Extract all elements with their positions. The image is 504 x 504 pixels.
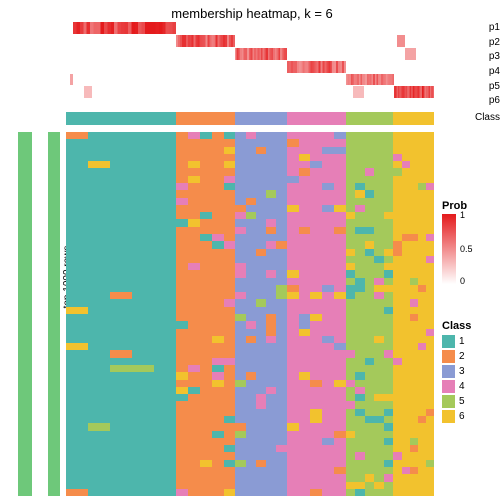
class-swatch-label: 4 <box>459 381 465 392</box>
class-legend-item: 3 <box>442 364 498 379</box>
heatmap-column <box>235 132 287 496</box>
prob-row-label: p1 <box>489 22 500 33</box>
prob-row-label: p5 <box>489 81 500 92</box>
prob-row <box>66 22 434 35</box>
class-strip-segment <box>287 112 346 125</box>
class-swatch-label: 2 <box>459 351 465 362</box>
prob-tick-mid: 0.5 <box>460 244 473 254</box>
prob-row-label: p3 <box>489 51 500 62</box>
prob-legend-title: Prob <box>442 200 498 212</box>
class-swatch <box>442 350 455 363</box>
chart-title: membership heatmap, k = 6 <box>0 6 504 21</box>
class-legend-item: 5 <box>442 394 498 409</box>
class-strip-segment <box>235 112 287 125</box>
heatmap-column <box>393 132 433 496</box>
class-swatch-label: 5 <box>459 396 465 407</box>
class-swatch <box>442 395 455 408</box>
probability-tracks <box>66 22 434 110</box>
class-strip-segment <box>393 112 433 125</box>
class-legend-item: 1 <box>442 334 498 349</box>
class-legend-item: 2 <box>442 349 498 364</box>
class-legend-title: Class <box>442 320 498 332</box>
class-strip-label: Class <box>475 112 500 123</box>
class-swatch <box>442 365 455 378</box>
prob-tick-min: 0 <box>460 276 465 286</box>
prob-row <box>66 61 434 74</box>
prob-row <box>66 86 434 99</box>
class-legend: Class 1 2 3 4 5 6 <box>442 320 498 424</box>
prob-row <box>66 74 434 87</box>
class-swatch <box>442 335 455 348</box>
class-swatch <box>442 410 455 423</box>
prob-row <box>66 35 434 48</box>
heatmap-column <box>176 132 235 496</box>
prob-gradient: 1 0.5 0 <box>442 214 456 284</box>
prob-row-label: p4 <box>489 66 500 77</box>
class-swatch-label: 1 <box>459 336 465 347</box>
class-swatch-label: 6 <box>459 411 465 422</box>
heatmap-column <box>287 132 346 496</box>
heatmap-column <box>346 132 394 496</box>
prob-row-label: p6 <box>489 95 500 106</box>
inner-annotation-bar <box>48 132 60 496</box>
class-strip-segment <box>346 112 394 125</box>
prob-legend: Prob 1 0.5 0 <box>442 200 498 284</box>
membership-heatmap <box>66 132 434 496</box>
class-swatch <box>442 380 455 393</box>
class-strip <box>66 112 434 125</box>
class-legend-item: 4 <box>442 379 498 394</box>
prob-tick-max: 1 <box>460 210 465 220</box>
class-strip-segment <box>176 112 235 125</box>
prob-row-label: p2 <box>489 37 500 48</box>
prob-row <box>66 48 434 61</box>
class-legend-item: 6 <box>442 409 498 424</box>
heatmap-column <box>66 132 176 496</box>
class-swatch-label: 3 <box>459 366 465 377</box>
class-strip-segment <box>66 112 176 125</box>
left-annotation-bar <box>18 132 32 496</box>
